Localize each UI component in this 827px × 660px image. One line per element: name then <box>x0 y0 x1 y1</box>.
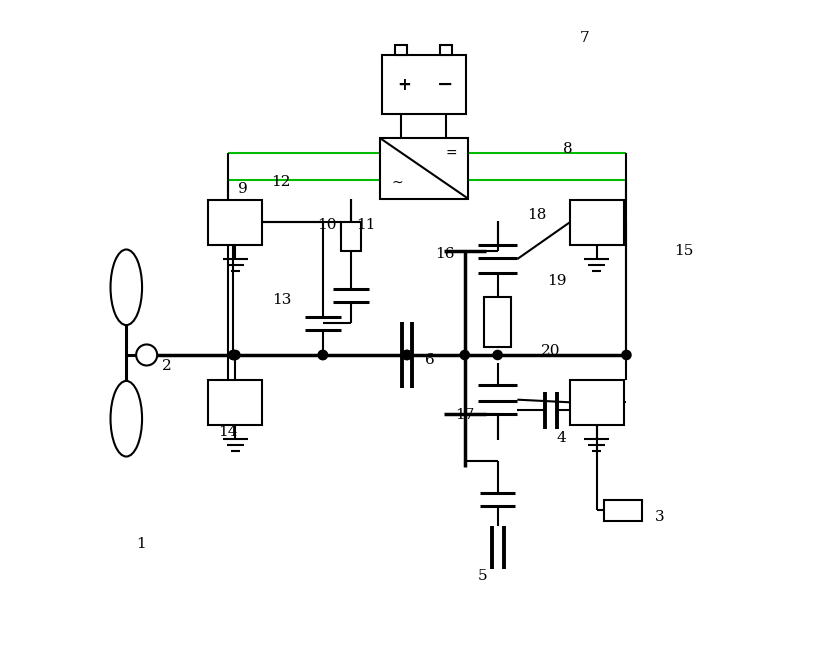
Bar <box>570 200 624 245</box>
Bar <box>208 380 262 424</box>
Text: 18: 18 <box>528 208 547 222</box>
Text: ~: ~ <box>391 176 403 190</box>
Circle shape <box>136 345 157 366</box>
Circle shape <box>460 350 470 360</box>
Text: 4: 4 <box>557 432 566 446</box>
Circle shape <box>402 350 412 360</box>
Text: 14: 14 <box>218 425 238 439</box>
Circle shape <box>318 350 327 360</box>
Text: 13: 13 <box>272 294 292 308</box>
Bar <box>380 138 468 199</box>
Bar <box>604 500 643 521</box>
Text: 11: 11 <box>356 218 376 232</box>
Bar <box>570 380 624 424</box>
Circle shape <box>229 350 238 360</box>
Text: 8: 8 <box>563 143 573 156</box>
Bar <box>208 200 262 245</box>
Text: 6: 6 <box>425 352 435 366</box>
Text: 10: 10 <box>317 218 337 232</box>
Text: 19: 19 <box>547 274 566 288</box>
Text: =: = <box>445 147 457 161</box>
Circle shape <box>622 350 631 360</box>
Bar <box>382 55 466 114</box>
Ellipse shape <box>111 381 142 457</box>
Text: 9: 9 <box>237 182 247 196</box>
Text: 17: 17 <box>455 409 475 422</box>
Text: 16: 16 <box>435 248 455 261</box>
Bar <box>342 222 361 251</box>
Bar <box>440 45 452 55</box>
Circle shape <box>318 350 327 360</box>
Text: 3: 3 <box>655 510 665 524</box>
Circle shape <box>493 350 502 360</box>
Text: 12: 12 <box>271 175 290 189</box>
Text: 20: 20 <box>541 344 560 358</box>
Bar <box>485 297 511 347</box>
Text: +: + <box>397 76 411 94</box>
Text: 7: 7 <box>580 30 589 44</box>
Text: −: − <box>437 75 453 94</box>
Text: 15: 15 <box>675 244 694 258</box>
Circle shape <box>229 350 238 360</box>
Text: 2: 2 <box>162 359 172 373</box>
Text: 5: 5 <box>478 570 487 583</box>
Bar <box>395 45 407 55</box>
Circle shape <box>402 350 412 360</box>
Ellipse shape <box>111 249 142 325</box>
Text: 1: 1 <box>136 537 146 550</box>
Circle shape <box>231 350 240 360</box>
